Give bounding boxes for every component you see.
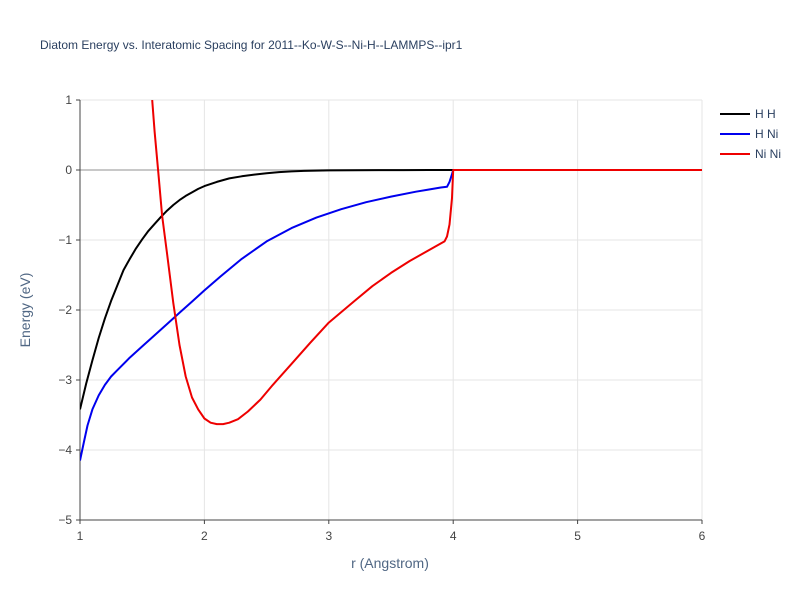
x-tick-label: 6: [699, 529, 706, 543]
axes: [76, 99, 703, 524]
x-tick-label: 5: [574, 529, 581, 543]
y-tick-label: −5: [58, 513, 72, 527]
grid-lines: [80, 99, 703, 520]
y-tick-label: 1: [65, 93, 72, 107]
legend-label: Ni Ni: [755, 147, 781, 161]
y-tick-label: −4: [58, 443, 72, 457]
y-tick-label: −3: [58, 373, 72, 387]
series-line-ni-ni: [151, 100, 702, 426]
chart-title: Diatom Energy vs. Interatomic Spacing fo…: [40, 38, 463, 52]
series-line-h-h: [80, 169, 702, 410]
y-tick-label: 0: [65, 163, 72, 177]
x-axis-label: r (Angstrom): [351, 555, 429, 571]
x-tick-label: 3: [325, 529, 332, 543]
x-tick-label: 4: [450, 529, 457, 543]
legend-item-ni-ni[interactable]: Ni Ni: [720, 147, 781, 161]
legend-item-h-h[interactable]: H H: [720, 107, 776, 121]
legend-label: H H: [755, 107, 776, 121]
y-tick-label: −1: [58, 233, 72, 247]
y-tick-label: −2: [58, 303, 72, 317]
x-tick-label: 1: [77, 529, 84, 543]
y-axis-label: Energy (eV): [17, 273, 33, 348]
series-line-h-ni: [80, 169, 702, 461]
plot-series: [80, 100, 702, 461]
legend-item-h-ni[interactable]: H Ni: [720, 127, 778, 141]
x-tick-label: 2: [201, 529, 208, 543]
tick-labels: 1 2 3 4 5 6 −5 −4 −3 −2 −1 0 1: [58, 93, 705, 543]
legend[interactable]: H H H Ni Ni Ni: [720, 107, 781, 161]
legend-label: H Ni: [755, 127, 778, 141]
